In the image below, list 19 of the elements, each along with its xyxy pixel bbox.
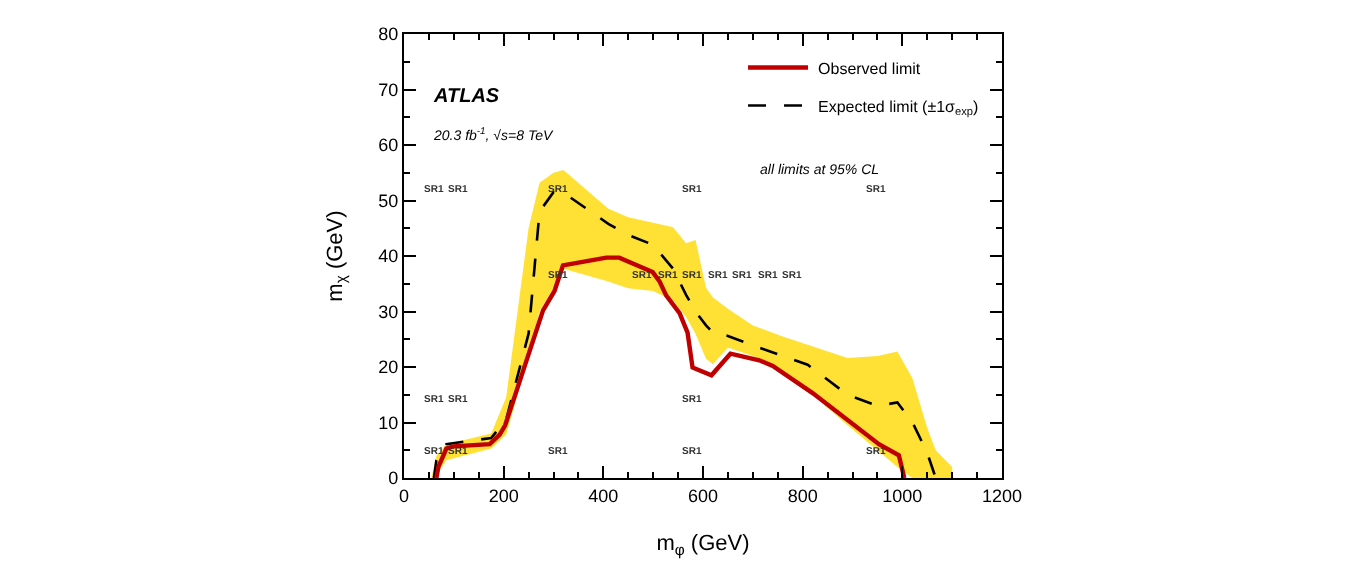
annotation: ATLAS	[432, 86, 500, 108]
x-tick-label: 1000	[882, 485, 923, 506]
y-tick-label: 60	[378, 135, 399, 156]
x-axis-title: m$_{φ}$ (GeV)	[656, 532, 750, 559]
y-tick-label: 50	[378, 190, 399, 211]
legend-label: Observed limit	[818, 59, 922, 78]
x-tick-label: 400	[588, 485, 619, 506]
x-tick-label: 1200	[981, 485, 1023, 506]
y-tick-label: 40	[378, 246, 399, 267]
x-tick-label: 600	[687, 485, 719, 506]
y-tick-label: 10	[378, 412, 399, 433]
y-tick-label: 0	[388, 468, 399, 489]
y-tick-label: 30	[378, 301, 399, 322]
y-tick-label: 80	[378, 24, 399, 45]
y-tick-label: 70	[378, 79, 399, 100]
x-tick-label: 200	[488, 485, 519, 506]
x-tick-label: 800	[787, 485, 818, 506]
legend-label: Expected limit (±1σ$_{exp}$)	[818, 97, 980, 120]
y-tick-label: 20	[378, 357, 399, 378]
